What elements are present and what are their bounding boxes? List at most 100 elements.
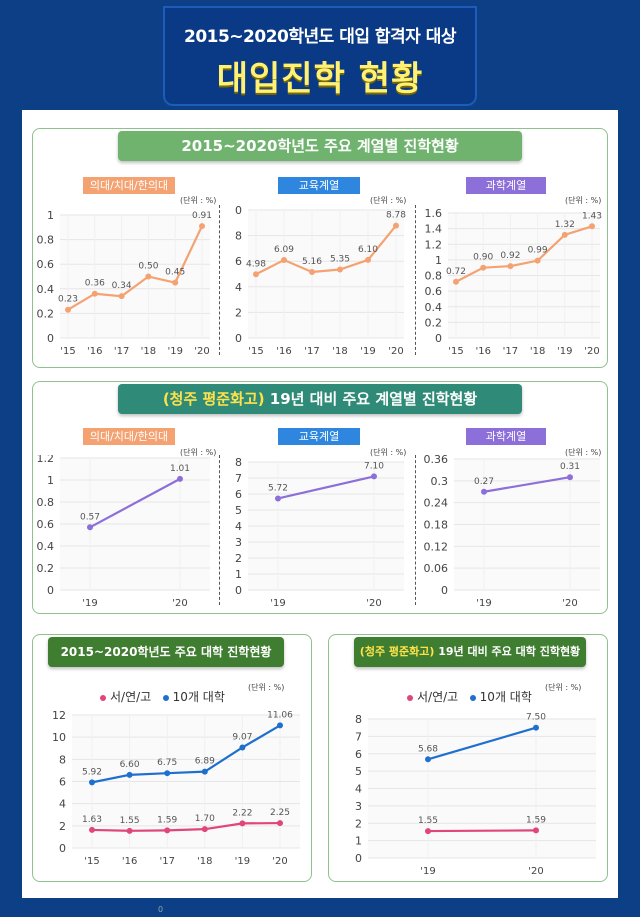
c7-point	[201, 826, 208, 833]
c8-data-label: 7.50	[526, 713, 546, 723]
section4-title-highlight: (청주 평준화고)	[359, 645, 435, 658]
c2-x-tick-label: '18	[332, 346, 347, 357]
c6-series-line-1	[483, 476, 571, 493]
c5-point	[371, 473, 377, 480]
c1-x-tick-label: '18	[141, 346, 156, 357]
c3-point	[453, 278, 459, 285]
c1-data-label: 0.91	[192, 211, 212, 221]
c4-y-tick-label: 0.8	[37, 496, 55, 509]
c5-series-line-1	[277, 475, 375, 500]
c3-data-label: 1.43	[582, 211, 602, 221]
chart-c1: 0 0.2 0.4 0.6 0.8 1 '15 '16 '17 '18 '19 '20 0.23 0.36…	[37, 209, 213, 357]
c7-point	[277, 820, 283, 827]
section3-title: 2015~2020학년도 주요 대학 진학현황	[48, 637, 284, 667]
c1-point	[118, 293, 125, 300]
c3-x-tick-label: '17	[503, 346, 518, 357]
c3-unit: (단위 : %)	[565, 196, 602, 205]
c7-y-tick-label: 2	[59, 820, 66, 833]
c1-data-label: 0.50	[138, 262, 158, 272]
c3-series-line-1	[455, 225, 593, 283]
chart-c7: 0 2 4 6 8 10 12 '15 '16 '17 '18 '19 '20 1.63 1.55 1.59 1…	[52, 709, 300, 867]
c8-y-tick-label: 2	[355, 817, 362, 830]
c4-point	[87, 524, 93, 531]
c7-y-tick-label: 8	[59, 753, 66, 766]
c5-x-tick-label: '19	[270, 598, 285, 607]
c8-unit: (단위 : %)	[545, 683, 582, 692]
c1-y-tick-label: 0.2	[37, 307, 55, 320]
c1-y-tick-label: 0.4	[37, 283, 55, 296]
section2-divider-2	[415, 455, 416, 605]
section2-title-rest: 19년 대비 주요 계열별 진학현황	[264, 390, 478, 408]
c4-x-tick-label: '19	[82, 598, 97, 607]
c1-y-tick-label: 0.6	[37, 258, 55, 271]
c2-point	[393, 222, 399, 229]
c7-legend-dot-2	[162, 694, 169, 701]
c7-series-line-2	[91, 724, 281, 784]
c1-plot-area	[60, 215, 210, 338]
c7-data-label: 5.92	[82, 767, 102, 777]
c2-y-tick-label: 0	[235, 332, 242, 345]
c3-y-tick-label: 0.4	[425, 301, 443, 314]
c7-data-label: 2.25	[270, 808, 290, 818]
c8-y-tick-label: 5	[355, 765, 362, 778]
c4-x-tick-label: '20	[172, 598, 187, 607]
c2-y-tick-label: 0	[235, 205, 242, 217]
c3-point	[561, 231, 568, 238]
c3-x-tick-label: '19	[557, 346, 572, 357]
c3-tag-label: 과학계열	[485, 179, 527, 192]
c5-point	[275, 495, 281, 502]
c3-y-tick-label: 0.8	[425, 270, 443, 283]
c8-legend-label-1: 서/연/고	[417, 690, 459, 704]
c5-y-tick-label: 7	[235, 472, 242, 485]
c1-y-tick-label: 0	[47, 332, 54, 345]
c8-y-tick-label: 7	[355, 730, 362, 743]
c7-legend-label-1: 서/연/고	[110, 690, 152, 704]
c6-y-tick-label: 0.3	[431, 475, 449, 488]
c3-y-tick-label: 1.4	[425, 223, 443, 236]
c4-y-tick-label: 0.4	[37, 540, 55, 553]
c1-series-line-1	[67, 225, 203, 311]
c2-point	[253, 271, 259, 278]
c7-unit: (단위 : %)	[248, 683, 285, 692]
c6-y-tick-label: 0	[441, 584, 448, 597]
c1-y-tick-label: 0.8	[37, 234, 55, 247]
c1-point	[172, 279, 179, 286]
c7-point	[164, 770, 171, 777]
c3-y-tick-label: 0.6	[425, 285, 443, 298]
c2-data-label: 5.16	[302, 257, 322, 267]
c3-point	[534, 257, 541, 264]
c5-y-tick-label: 4	[235, 520, 242, 533]
c8-y-tick-label: 8	[355, 713, 362, 726]
c8-point	[425, 756, 431, 763]
c1-point	[65, 306, 71, 313]
c6-data-label: 0.31	[560, 462, 580, 472]
c6-data-label: 0.27	[474, 477, 494, 487]
c3-y-tick-label: 0	[435, 332, 442, 345]
c6-y-tick-label: 0.06	[424, 562, 449, 575]
c3-tag: 과학계열	[466, 177, 546, 194]
section1-divider-2	[415, 205, 416, 355]
section4-title-rest: 19년 대비 주요 대학 진학현황	[434, 645, 581, 658]
c1-point	[199, 223, 205, 230]
c8-legend: 서/연/고 10개 대학	[407, 688, 532, 705]
c8-y-tick-label: 1	[355, 835, 362, 848]
c5-y-tick-label: 6	[235, 488, 242, 501]
c8-point	[425, 828, 431, 835]
c7-x-tick-label: '16	[122, 856, 137, 867]
c6-unit: (단위 : %)	[565, 448, 602, 457]
c1-y-tick-label: 1	[47, 209, 54, 222]
c8-point	[533, 827, 539, 834]
c7-point	[164, 827, 171, 834]
c2-data-label: 6.09	[274, 245, 294, 255]
c7-x-tick-label: '20	[272, 856, 287, 867]
c8-y-tick-label: 6	[355, 748, 362, 761]
c7-y-tick-label: 12	[52, 709, 66, 722]
c4-point	[177, 475, 183, 482]
c8-x-tick-label: '19	[420, 866, 435, 877]
c6-y-tick-label: 0.12	[424, 540, 449, 553]
c3-data-label: 0.99	[528, 246, 548, 256]
c3-x-tick-label: '16	[475, 346, 490, 357]
c2-plot-area	[248, 210, 404, 338]
c5-y-tick-label: 2	[235, 552, 242, 565]
c6-tag: 과학계열	[466, 428, 546, 445]
